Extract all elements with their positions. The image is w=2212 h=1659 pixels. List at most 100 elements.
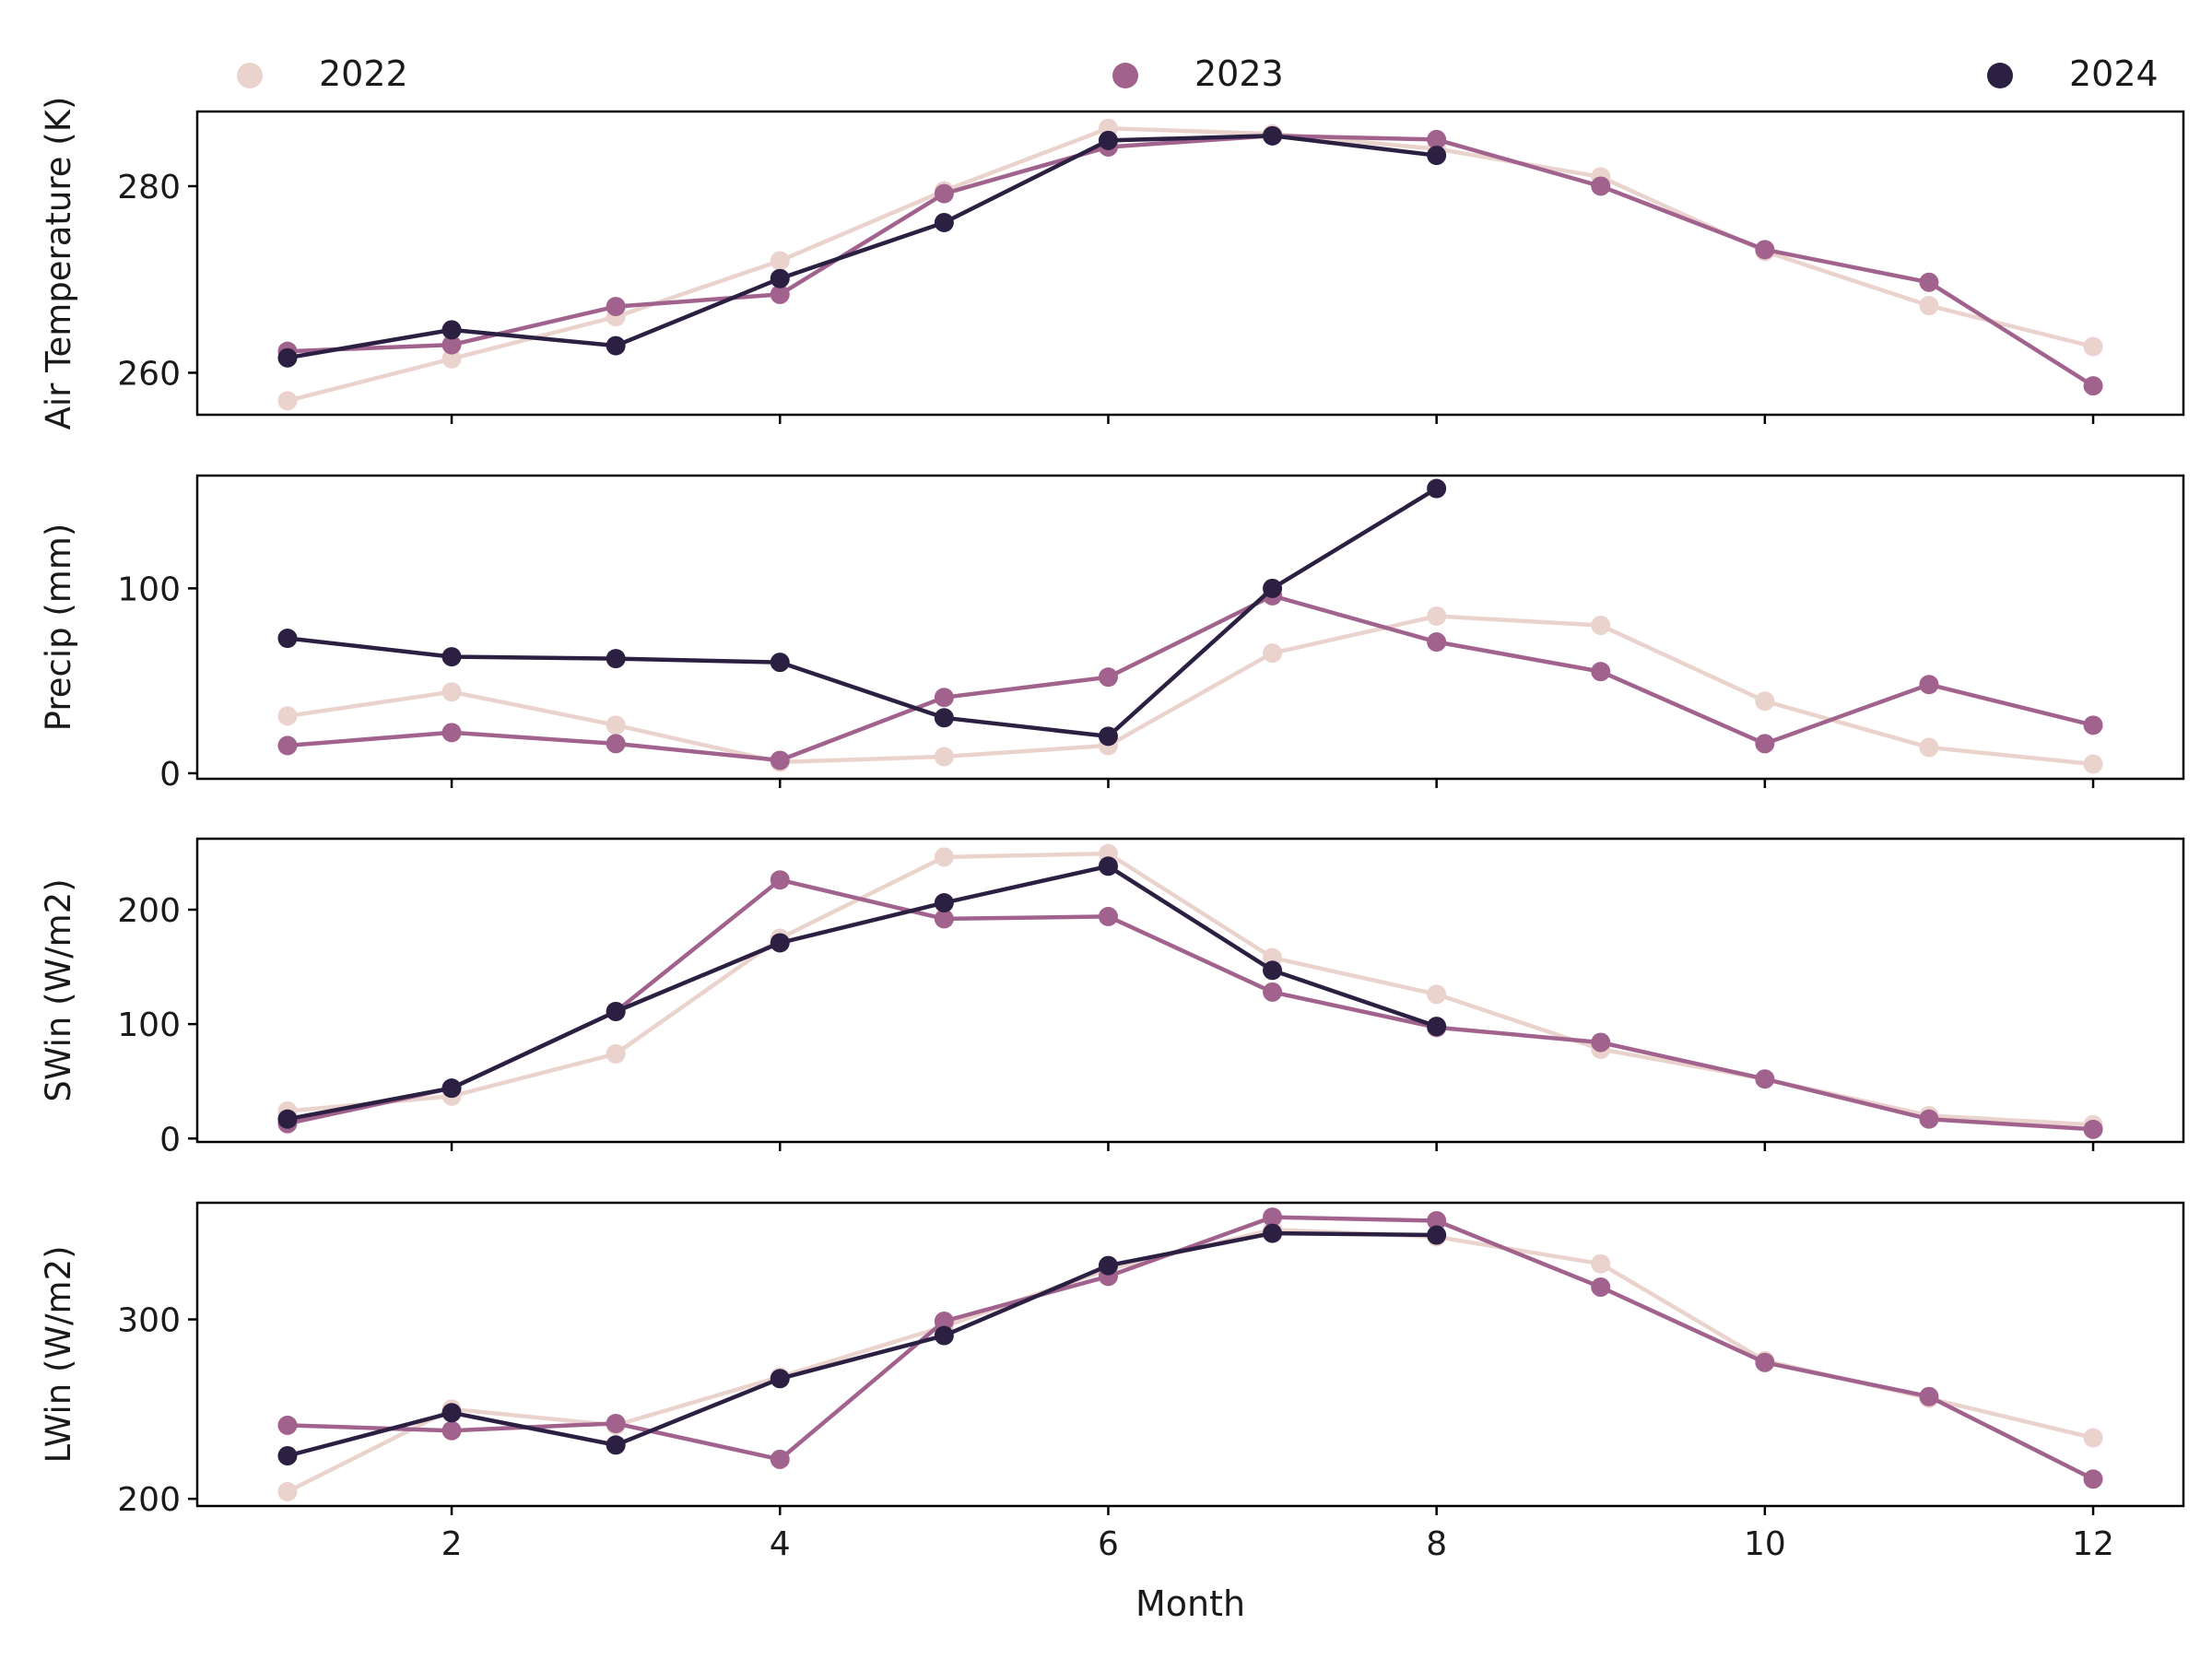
series-line [287,125,2094,403]
data-point [277,1109,298,1129]
panel-1: 260 280 Air Temperature (K) [39,97,2185,430]
y-tick-label: 100 [117,571,181,608]
data-point [606,297,626,317]
series-2024 [277,856,1447,1129]
series-line [287,1230,1437,1458]
series-line [287,1215,2095,1481]
y-axis-label: Air Temperature (K) [39,97,78,430]
data-point [1098,856,1118,877]
data-point [1427,1210,1447,1230]
data-point [1591,662,1611,682]
data-point [934,212,954,232]
data-point [2083,715,2103,735]
data-point [1755,240,1775,260]
data-point [606,335,626,356]
data-point [606,1435,626,1455]
series-line [287,864,1438,1122]
data-point [2083,1428,2103,1448]
y-tick-label: 280 [117,169,181,206]
data-point [441,647,462,667]
data-point [1755,691,1775,712]
data-point [1098,1255,1118,1276]
y-tick-label: 0 [159,756,181,794]
panel-frame [195,474,2185,781]
legend-label-2023: 2023 [1194,53,1284,94]
y-axis-label: LWin (W/m2) [39,1246,78,1464]
data-point [1427,632,1447,653]
legend-marker-2022 [237,63,263,88]
series-2023 [277,1207,2103,1489]
data-point [1919,1386,1939,1406]
data-point [2083,376,2103,396]
data-point [1098,130,1118,150]
legend-label-2024: 2024 [2069,53,2159,94]
y-tick-label: 260 [117,355,181,393]
data-point [277,706,298,726]
data-point [770,653,790,673]
data-point [606,1413,626,1433]
data-point [934,708,954,728]
x-tick-label: 12 [2072,1525,2114,1563]
series-2022 [277,606,2103,774]
data-point [277,391,298,411]
y-tick-label: 0 [159,1121,181,1159]
data-point [770,251,790,271]
series-line [287,594,2094,763]
data-point [1591,1253,1611,1274]
data-point [1427,478,1447,499]
data-point [441,1403,462,1423]
data-point [770,284,790,304]
data-point [1591,176,1611,196]
data-point [770,933,790,953]
series-2023 [277,585,2103,771]
data-point [606,1043,626,1064]
data-point [277,735,298,756]
data-point [770,1449,790,1469]
data-point [441,1078,462,1099]
y-tick-label: 300 [117,1302,181,1340]
x-tick-label: 8 [1426,1525,1447,1563]
series-2024 [277,125,1447,368]
data-point [1755,1069,1775,1089]
data-point [770,750,790,771]
x-tick-label: 4 [770,1525,791,1563]
data-point [2083,1469,2103,1489]
data-point [934,1325,954,1346]
legend-marker-2023 [1112,63,1138,88]
data-point [1263,125,1283,146]
data-point [934,747,954,767]
data-point [277,1481,298,1501]
panel-3: 0 100 200 SWin (W/m2) [39,837,2185,1159]
x-tick-label: 6 [1098,1525,1119,1563]
data-point [2083,754,2103,774]
data-point [441,1420,462,1441]
series-line [287,134,2095,388]
data-point [1755,734,1775,754]
data-point [441,682,462,702]
legend-marker-2024 [1987,63,2013,88]
data-point [1591,1277,1611,1297]
series-line [287,487,1438,739]
series-line [287,614,2094,767]
data-point [934,909,954,929]
data-point [1919,675,1939,695]
panel-frame [195,837,2185,1144]
data-point [1427,606,1447,626]
panel-frame [195,110,2185,417]
data-point [1919,1109,1939,1129]
y-tick-label: 200 [117,1481,181,1519]
series-2022 [277,843,2103,1135]
panel-frame [195,1201,2185,1508]
data-point [770,870,790,890]
series-2024 [277,1223,1447,1465]
data-point [2083,1119,2103,1139]
data-point [770,1369,790,1389]
data-point [934,183,954,204]
data-point [606,715,626,735]
data-point [934,1311,954,1331]
series-2022 [277,1219,2103,1501]
data-point [606,1001,626,1021]
data-point [1591,615,1611,635]
data-point [1263,578,1283,598]
